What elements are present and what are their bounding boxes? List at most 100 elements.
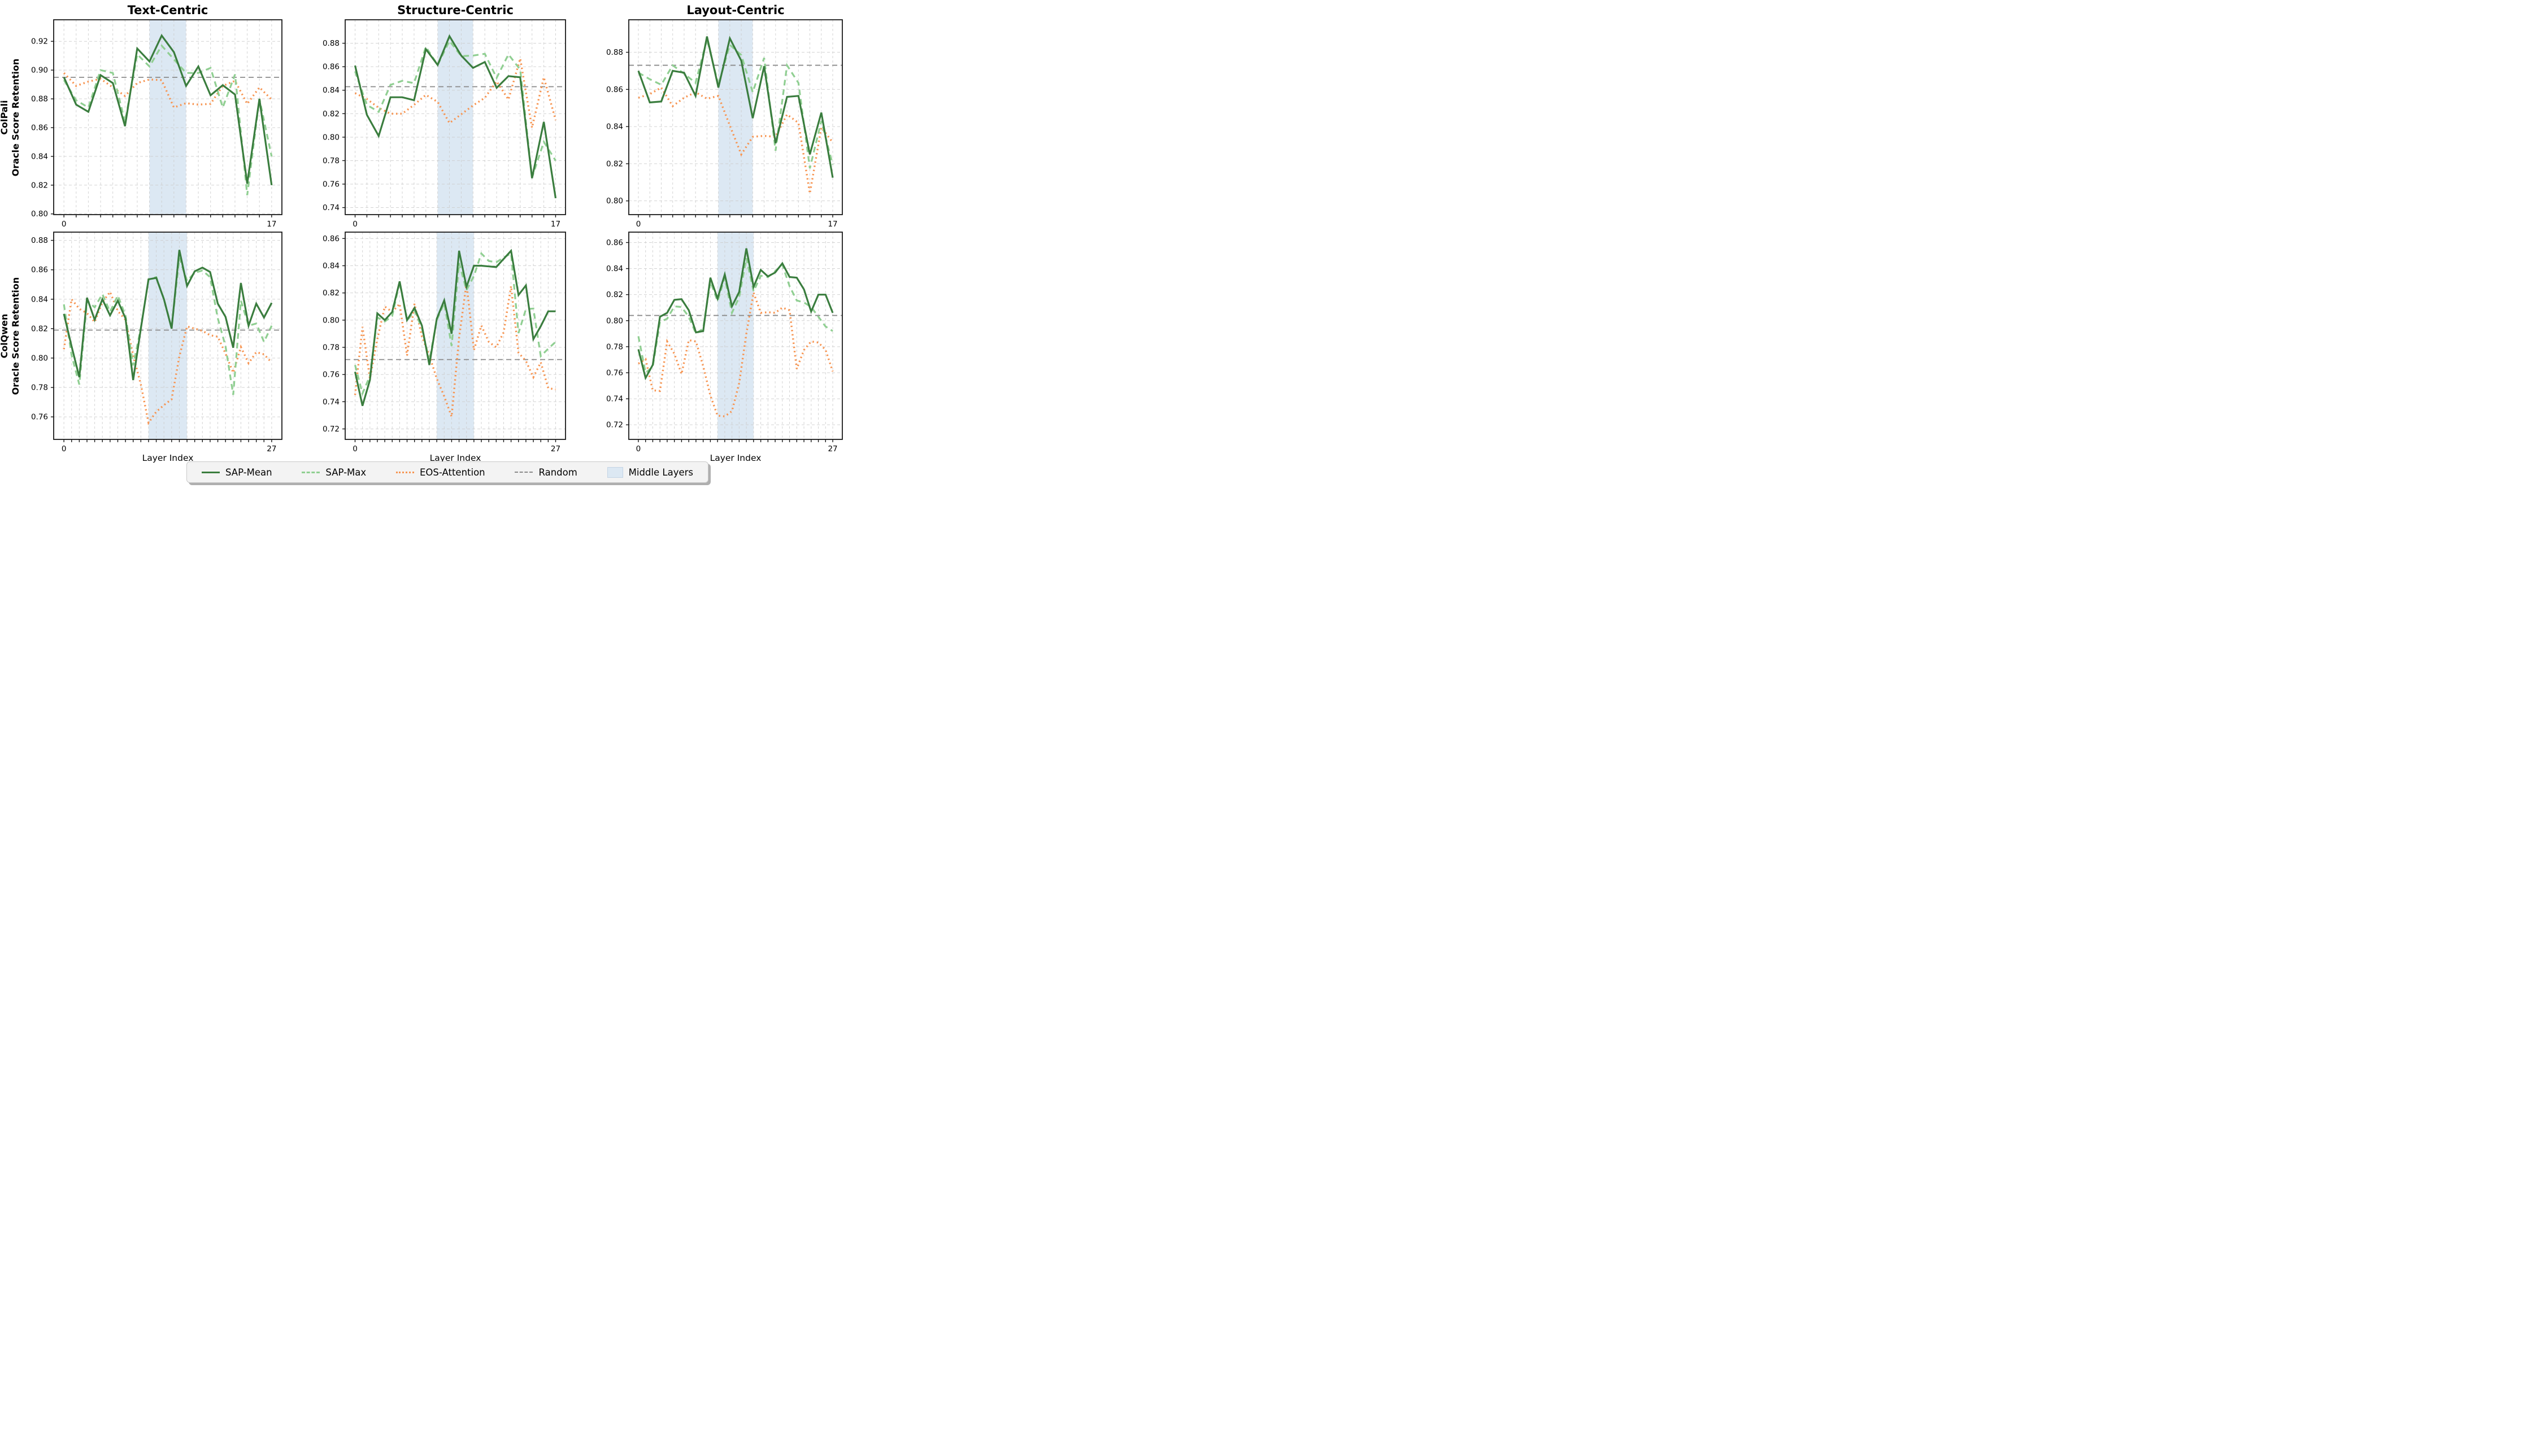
- y-tick-label: 0.88: [31, 95, 48, 104]
- legend-box: SAP-Mean SAP-Max EOS-Attention Random Mi…: [186, 461, 708, 483]
- y-tick-label: 0.86: [31, 265, 48, 274]
- x-tick-label: 17: [828, 220, 837, 229]
- row-label-colpali-model: ColPali: [0, 99, 10, 135]
- y-tick-label: 0.72: [323, 425, 340, 434]
- sap-mean-line: [354, 249, 556, 406]
- y-tick-label: 0.86: [606, 85, 623, 94]
- y-tick-label: 0.84: [31, 295, 48, 304]
- y-tick-label: 0.82: [31, 181, 48, 190]
- y-tick-label: 0.76: [31, 413, 48, 422]
- y-tick-label: 0.82: [323, 289, 340, 298]
- y-tick-label: 0.84: [606, 123, 623, 132]
- sap-max-line-swatch-icon: [302, 471, 320, 473]
- x-tick-label: 17: [551, 220, 560, 229]
- panel-title-structure-centric: Structure-Centric: [397, 3, 514, 17]
- legend-item-sap-mean: SAP-Mean: [202, 467, 272, 478]
- eos-attention-line: [638, 86, 834, 194]
- y-tick-label: 0.86: [323, 234, 340, 243]
- y-tick-label: 0.74: [606, 395, 623, 404]
- x-tick-label: 27: [551, 444, 560, 454]
- y-tick-label: 0.80: [31, 354, 48, 363]
- sap-max-line: [63, 44, 273, 195]
- legend-label: Random: [538, 467, 577, 478]
- y-tick-label: 0.76: [323, 370, 340, 380]
- sap-mean-line: [354, 34, 557, 199]
- legend-item-eos-attention: EOS-Attention: [396, 467, 485, 478]
- y-tick-label: 0.78: [31, 383, 48, 393]
- sap-mean-line: [63, 33, 273, 186]
- x-axis-label: Layer Index: [710, 453, 762, 463]
- y-tick-label: 0.86: [323, 63, 340, 72]
- y-tick-label: 0.82: [606, 290, 623, 299]
- sap-max-line: [354, 251, 556, 396]
- chart-panel-colqwen-text-centric: 0 27 0.76 0.78 0.80 0.82 0.84 0.86 0.88: [31, 232, 282, 454]
- row-label-colqwen-model: ColQwen: [0, 313, 10, 358]
- legend-item-middle-layers: Middle Layers: [607, 467, 693, 478]
- y-tick-label: 0.82: [606, 159, 623, 168]
- legend-item-sap-max: SAP-Max: [302, 467, 366, 478]
- chart-panel-colqwen-structure-centric: 0 27 0.72 0.74 0.76 0.78 0.80 0.82 0.84 0.86: [323, 232, 566, 454]
- figure-canvas: Text-Centric Structure-Centric Layout-Ce…: [0, 0, 847, 485]
- plot-frame: [53, 232, 282, 440]
- y-tick-label: 0.80: [606, 197, 623, 206]
- y-tick-label: 0.86: [31, 123, 48, 132]
- sap-mean-line: [63, 250, 273, 381]
- y-tick-label: 0.88: [323, 39, 340, 48]
- random-line-swatch-icon: [515, 472, 533, 473]
- x-tick-label: 0: [636, 444, 641, 454]
- y-tick-label: 0.76: [323, 180, 340, 189]
- chart-panel-colpali-structure-centric: 0 17 0.74 0.76 0.78 0.80 0.82 0.84 0.86 0.88: [323, 19, 566, 229]
- sap-mean-line: [637, 36, 834, 178]
- y-tick-label: 0.92: [31, 37, 48, 46]
- y-tick-label: 0.80: [606, 316, 623, 325]
- y-tick-label: 0.72: [606, 421, 623, 430]
- legend-label: Middle Layers: [628, 467, 693, 478]
- x-tick-label: 0: [62, 444, 67, 454]
- legend-label: SAP-Mean: [225, 467, 272, 478]
- middle-layers-region: [437, 232, 474, 439]
- x-tick-label: 0: [353, 220, 358, 229]
- panel-title-text-centric: Text-Centric: [127, 3, 208, 17]
- y-tick-label: 0.82: [323, 110, 340, 119]
- plot-frame: [628, 19, 843, 215]
- plot-frame: [345, 19, 566, 215]
- y-tick-label: 0.84: [31, 152, 48, 161]
- y-tick-label: 0.88: [31, 236, 48, 245]
- y-tick-label: 0.78: [323, 343, 340, 352]
- legend-label: EOS-Attention: [420, 467, 485, 478]
- sap-mean-line-swatch-icon: [202, 471, 220, 473]
- y-tick-label: 0.84: [323, 261, 340, 271]
- y-tick-label: 0.82: [31, 324, 48, 333]
- x-tick-label: 0: [353, 444, 358, 454]
- plot-frame: [345, 232, 566, 440]
- legend-item-random: Random: [515, 467, 577, 478]
- plot-frame: [628, 232, 843, 440]
- y-tick-label: 0.76: [606, 368, 623, 377]
- x-tick-label: 27: [267, 444, 276, 454]
- y-tick-label: 0.74: [323, 398, 340, 407]
- y-tick-label: 0.78: [323, 156, 340, 165]
- chart-panel-colpali-layout-centric: 0 17 0.80 0.82 0.84 0.86 0.88: [606, 19, 843, 229]
- y-tick-label: 0.88: [606, 48, 623, 57]
- x-axis-label: Layer Index: [142, 453, 194, 463]
- y-tick-label: 0.80: [323, 316, 340, 325]
- x-tick-label: 27: [828, 444, 837, 454]
- sap-max-line: [637, 258, 833, 374]
- middle-layers-region: [148, 232, 188, 439]
- x-tick-label: 0: [62, 220, 67, 229]
- y-tick-label: 0.74: [323, 203, 340, 212]
- y-tick-label: 0.84: [323, 86, 340, 95]
- y-tick-label: 0.84: [606, 264, 623, 273]
- y-tick-label: 0.90: [31, 66, 48, 75]
- eos-attention-line: [354, 58, 557, 128]
- y-tick-label: 0.78: [606, 342, 623, 351]
- middle-layers-region: [717, 232, 754, 439]
- middle-layers-patch-swatch-icon: [607, 467, 623, 478]
- chart-panel-colqwen-layout-centric: 0 27 0.72 0.74 0.76 0.78 0.80 0.82 0.84 0.86: [606, 232, 843, 454]
- panel-title-layout-centric: Layout-Centric: [686, 3, 785, 17]
- y-tick-label: 0.80: [323, 133, 340, 142]
- x-tick-label: 0: [636, 220, 641, 229]
- plot-frame: [53, 19, 282, 215]
- x-axis-label: Layer Index: [429, 453, 481, 463]
- sap-mean-line: [637, 248, 834, 381]
